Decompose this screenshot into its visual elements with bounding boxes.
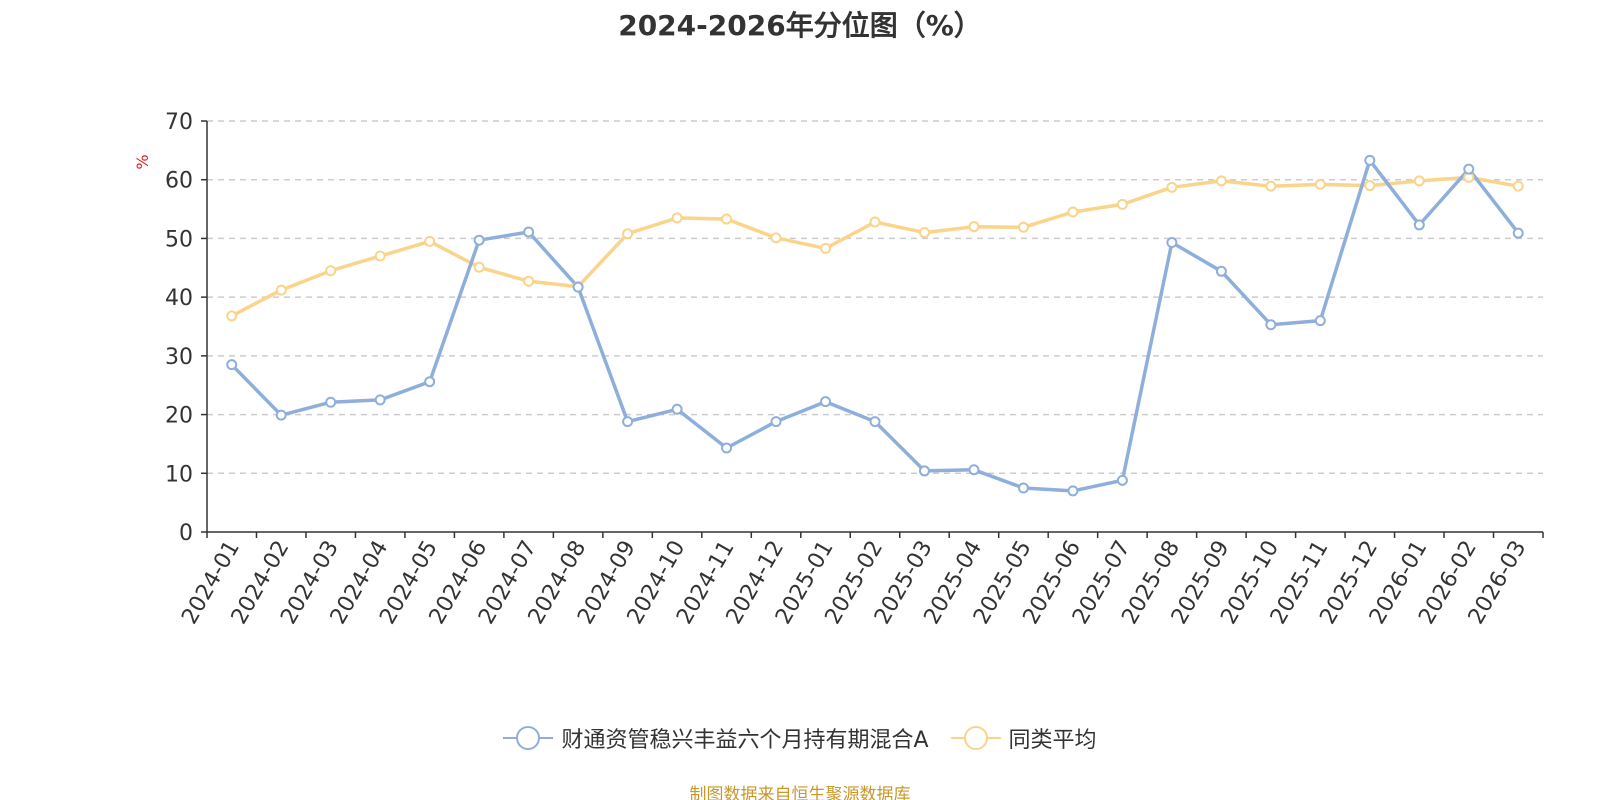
data-point-1-2024-11 bbox=[721, 213, 733, 225]
data-point-0-2026-02 bbox=[1463, 163, 1475, 175]
legend-marker-peer-average bbox=[950, 725, 1001, 751]
data-point-0-2025-12 bbox=[1364, 154, 1376, 166]
data-point-0-2025-10 bbox=[1265, 319, 1277, 331]
data-point-0-2024-01 bbox=[226, 359, 238, 371]
data-point-1-2025-03 bbox=[918, 227, 930, 239]
y-tick-label-20: 20 bbox=[165, 404, 193, 429]
series-lines bbox=[229, 158, 1521, 493]
data-point-0-2026-01 bbox=[1413, 219, 1425, 231]
data-point-0-2025-08 bbox=[1166, 237, 1178, 249]
legend-marker-fund bbox=[503, 725, 554, 751]
data-point-1-2024-07 bbox=[523, 275, 535, 287]
data-point-0-2026-03 bbox=[1512, 227, 1524, 239]
data-point-1-2025-02 bbox=[869, 216, 881, 228]
data-point-0-2024-03 bbox=[325, 396, 337, 408]
data-point-0-2024-02 bbox=[275, 409, 287, 421]
data-point-0-2025-01 bbox=[820, 396, 832, 408]
data-point-0-2024-06 bbox=[473, 234, 485, 246]
data-point-1-2024-05 bbox=[424, 235, 436, 247]
y-tick-label-40: 40 bbox=[165, 286, 193, 311]
series-line-1 bbox=[229, 175, 1521, 318]
data-point-1-2025-12 bbox=[1364, 180, 1376, 192]
legend-dot-peer-average bbox=[963, 726, 988, 750]
data-point-0-2024-08 bbox=[572, 281, 584, 293]
legend-item-fund[interactable]: 财通资管稳兴丰益六个月持有期混合A bbox=[503, 722, 929, 754]
data-point-1-2024-10 bbox=[671, 212, 683, 224]
data-point-0-2025-04 bbox=[968, 464, 980, 476]
data-point-0-2025-05 bbox=[1017, 482, 1029, 494]
chart-title: 2024-2026年分位图（%） bbox=[618, 9, 982, 42]
data-point-1-2024-04 bbox=[374, 250, 386, 262]
series-points bbox=[226, 154, 1524, 497]
data-point-1-2024-03 bbox=[325, 265, 337, 277]
y-axis-unit-label: % bbox=[133, 154, 152, 169]
data-source-note: 制图数据来自恒生聚源数据库 bbox=[689, 785, 911, 800]
data-point-0-2025-11 bbox=[1314, 315, 1326, 327]
data-point-0-2024-05 bbox=[424, 376, 436, 388]
data-point-0-2025-03 bbox=[918, 465, 930, 477]
data-point-1-2025-05 bbox=[1017, 221, 1029, 233]
data-point-0-2024-12 bbox=[770, 416, 782, 428]
y-tick-label-10: 10 bbox=[165, 462, 193, 487]
data-point-1-2024-02 bbox=[275, 284, 287, 296]
data-point-0-2025-07 bbox=[1116, 474, 1128, 486]
data-point-0-2024-11 bbox=[721, 442, 733, 454]
data-point-1-2024-01 bbox=[226, 310, 238, 322]
y-tick-label-0: 0 bbox=[179, 521, 193, 546]
data-point-1-2025-06 bbox=[1067, 206, 1079, 218]
legend: 财通资管稳兴丰益六个月持有期混合A 同类平均 bbox=[0, 722, 1600, 754]
data-point-1-2024-09 bbox=[622, 228, 634, 240]
data-point-0-2025-09 bbox=[1215, 265, 1227, 277]
y-tick-label-60: 60 bbox=[165, 169, 193, 194]
data-point-0-2025-02 bbox=[869, 416, 881, 428]
y-tick-label-30: 30 bbox=[165, 345, 193, 370]
data-point-0-2024-04 bbox=[374, 394, 386, 406]
data-point-1-2025-09 bbox=[1215, 175, 1227, 187]
data-point-1-2025-07 bbox=[1116, 198, 1128, 210]
data-point-1-2024-12 bbox=[770, 232, 782, 244]
legend-item-peer-average[interactable]: 同类平均 bbox=[950, 722, 1097, 754]
data-point-1-2024-06 bbox=[473, 261, 485, 273]
data-point-1-2025-04 bbox=[968, 221, 980, 233]
data-point-0-2025-06 bbox=[1067, 485, 1079, 497]
data-point-1-2025-11 bbox=[1314, 178, 1326, 190]
y-tick-label-70: 70 bbox=[165, 110, 193, 135]
data-point-1-2025-10 bbox=[1265, 180, 1277, 192]
axes bbox=[201, 120, 1544, 538]
legend-label-fund: 财通资管稳兴丰益六个月持有期混合A bbox=[561, 728, 929, 753]
data-point-1-2025-08 bbox=[1166, 181, 1178, 193]
data-point-0-2024-10 bbox=[671, 403, 683, 415]
y-tick-label-50: 50 bbox=[165, 227, 193, 252]
data-point-0-2024-09 bbox=[622, 416, 634, 428]
data-point-1-2026-01 bbox=[1413, 175, 1425, 187]
data-point-1-2025-01 bbox=[820, 242, 832, 254]
data-point-0-2024-07 bbox=[523, 226, 535, 238]
legend-dot-fund bbox=[516, 726, 541, 750]
data-point-1-2026-03 bbox=[1512, 180, 1524, 192]
legend-label-peer-average: 同类平均 bbox=[1008, 728, 1097, 753]
series-line-0 bbox=[229, 158, 1521, 493]
